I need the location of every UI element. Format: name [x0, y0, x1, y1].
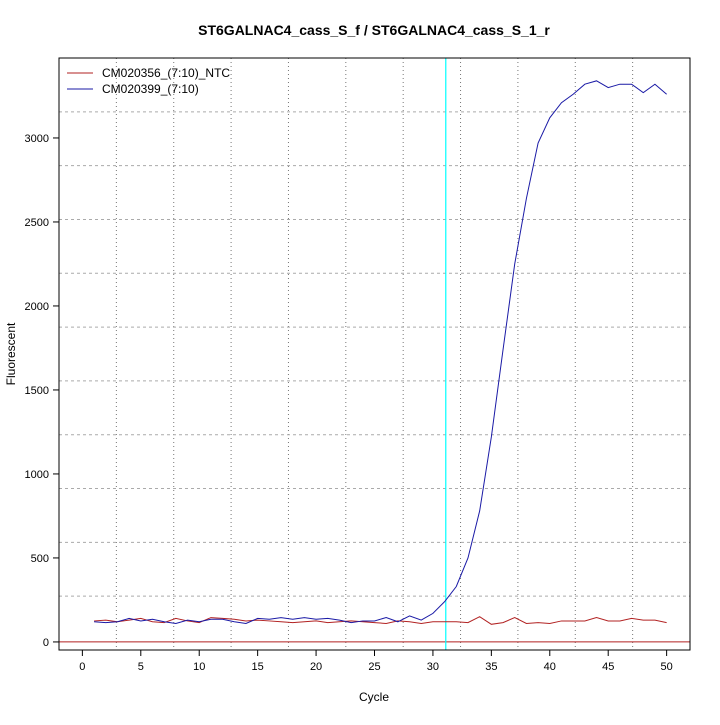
x-tick-label: 45: [602, 661, 614, 673]
x-tick-label: 0: [79, 661, 85, 673]
x-tick-label: 15: [252, 661, 264, 673]
x-tick-label: 20: [310, 661, 322, 673]
legend-label-sample: CM020399_(7:10): [102, 82, 199, 96]
x-tick-label: 40: [544, 661, 556, 673]
x-tick-label: 5: [138, 661, 144, 673]
plot-frame: [58, 57, 691, 651]
x-tick-label: 10: [193, 661, 205, 673]
chart-title: ST6GALNAC4_cass_S_f / ST6GALNAC4_cass_S_…: [198, 22, 550, 38]
legend-label-ntc: CM020356_(7:10)_NTC: [102, 66, 230, 80]
x-tick-label: 35: [485, 661, 497, 673]
y-tick-label: 2000: [25, 301, 49, 313]
y-tick-label: 2500: [25, 217, 49, 229]
x-axis-label: Cycle: [359, 690, 389, 704]
series-line-0: [94, 616, 667, 625]
y-axis-label: Fluorescent: [4, 322, 18, 385]
x-tick-label: 25: [368, 661, 380, 673]
y-tick-label: 1000: [25, 469, 49, 481]
x-tick-label: 50: [661, 661, 673, 673]
y-tick-label: 1500: [25, 385, 49, 397]
legend: CM020356_(7:10)_NTC CM020399_(7:10): [67, 66, 230, 96]
y-tick-label: 500: [31, 553, 49, 565]
series-line-1: [94, 80, 667, 624]
y-tick-label: 0: [43, 637, 49, 649]
y-tick-label: 3000: [25, 133, 49, 145]
x-tick-label: 30: [427, 661, 439, 673]
